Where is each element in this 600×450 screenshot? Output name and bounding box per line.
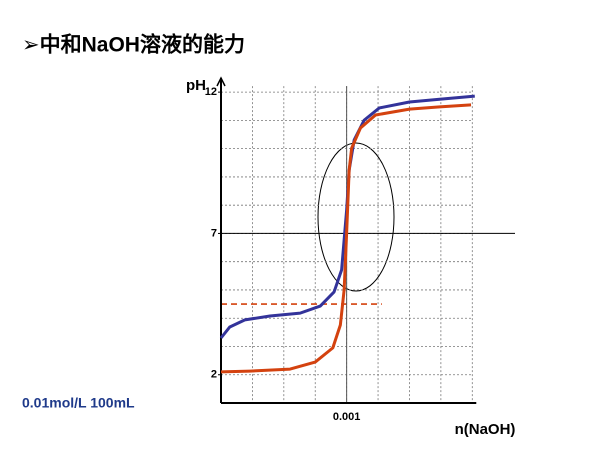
y-tick-label: 7 — [211, 227, 217, 239]
highlight-ellipse — [317, 142, 395, 292]
x-tick-label: 0.001 — [333, 411, 361, 423]
y-tick-label: 12 — [205, 86, 217, 98]
annotation: 0.01mol/L 100mL — [22, 395, 135, 411]
y-axis-arrow — [216, 76, 226, 87]
series-line — [220, 103, 472, 374]
y-tick-label: 2 — [211, 369, 217, 381]
slide-title: ➢中和NaOH溶液的能力 — [22, 33, 245, 57]
y-axis-label: pH — [186, 77, 206, 94]
x-axis-label: n(NaOH) — [455, 421, 516, 438]
series-line — [219, 94, 475, 339]
